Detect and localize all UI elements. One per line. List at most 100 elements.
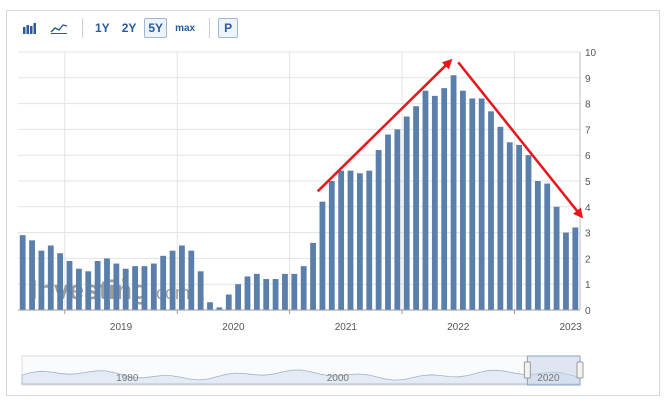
bar-2019-03[interactable]: [85, 271, 92, 310]
bar-2022-02[interactable]: [413, 106, 419, 311]
navigator-label: 2000: [327, 373, 350, 384]
bar-2022-06[interactable]: [450, 75, 457, 310]
y-tick-label: 2: [585, 254, 591, 265]
bar-2018-08[interactable]: [19, 235, 26, 310]
bar-2019-08[interactable]: [132, 266, 138, 310]
chart-toolbar: 1Y 2Y 5Y max P: [18, 17, 242, 39]
bar-2021-12[interactable]: [394, 129, 401, 310]
bar-2023-06[interactable]: [563, 232, 569, 310]
navigator-handle-left[interactable]: [523, 361, 531, 379]
y-tick-label: 0: [585, 306, 591, 317]
y-tick-label: 4: [585, 203, 591, 214]
navigator-label: 1980: [116, 373, 139, 384]
y-tick-label: 1: [585, 280, 591, 291]
bar-2020-02[interactable]: [188, 250, 195, 310]
bar-2019-05[interactable]: [104, 258, 110, 310]
bar-2021-06[interactable]: [338, 170, 345, 310]
toolbar-separator: [209, 18, 211, 38]
bar-2021-03[interactable]: [310, 242, 316, 310]
bar-2019-12[interactable]: [169, 250, 176, 310]
bar-2020-06[interactable]: [225, 294, 232, 310]
bar-2021-02[interactable]: [300, 266, 307, 310]
bar-2022-07[interactable]: [460, 90, 466, 310]
bar-2022-04[interactable]: [431, 95, 438, 310]
bar-2018-09[interactable]: [29, 240, 35, 310]
bar-2019-06[interactable]: [113, 263, 120, 310]
grid-lines: [18, 51, 580, 311]
bar-2021-04[interactable]: [319, 201, 326, 310]
bar-2022-03[interactable]: [422, 90, 429, 310]
x-tick-label: 2020: [222, 322, 245, 333]
annotation-arrow-1: [316, 58, 453, 193]
bar-2023-04[interactable]: [544, 183, 551, 310]
bar-2021-09[interactable]: [366, 170, 373, 310]
range-2y-button[interactable]: 2Y: [121, 21, 137, 35]
bar-2021-10[interactable]: [375, 150, 382, 310]
bar-2022-05[interactable]: [441, 88, 448, 311]
bar-2022-11[interactable]: [497, 126, 504, 310]
bar-2020-11[interactable]: [272, 279, 279, 310]
navigator-handle-right[interactable]: [576, 361, 584, 379]
bar-chart-icon[interactable]: [18, 18, 42, 38]
bar-2018-11[interactable]: [47, 245, 54, 311]
bar-2020-08[interactable]: [244, 276, 251, 310]
bar-2022-10[interactable]: [488, 111, 494, 310]
bar-2021-08[interactable]: [356, 173, 363, 310]
bar-2019-11[interactable]: [160, 255, 167, 310]
bars: [19, 75, 579, 311]
y-tick-label: 6: [585, 151, 591, 162]
navigator-sparkline: [21, 369, 581, 385]
bar-2018-10[interactable]: [38, 250, 45, 310]
y-tick-label: 9: [585, 74, 591, 85]
range-5y-button[interactable]: 5Y: [144, 18, 168, 38]
bar-2021-11[interactable]: [385, 134, 391, 310]
bar-2020-05[interactable]: [216, 307, 223, 310]
range-1y-button[interactable]: 1Y: [95, 21, 110, 35]
bar-2022-09[interactable]: [478, 98, 485, 310]
bar-2022-08[interactable]: [469, 98, 476, 310]
bar-2023-05[interactable]: [553, 206, 560, 310]
bar-2019-02[interactable]: [75, 268, 82, 310]
bar-2018-12[interactable]: [57, 253, 64, 310]
bar-2020-07[interactable]: [235, 284, 242, 310]
x-tick-label: 2019: [110, 322, 133, 333]
p-button[interactable]: P: [218, 18, 239, 38]
y-tick-label: 10: [585, 48, 597, 59]
y-tick-label: 8: [585, 100, 591, 111]
bar-2020-01[interactable]: [179, 245, 185, 311]
y-tick-label: 3: [585, 229, 591, 240]
bar-2023-02[interactable]: [525, 155, 532, 310]
bar-2021-07[interactable]: [347, 170, 354, 310]
bar-2019-10[interactable]: [150, 263, 157, 310]
bar-2023-03[interactable]: [534, 181, 541, 310]
range-max-button[interactable]: max: [175, 22, 196, 34]
y-tick-label: 5: [585, 177, 591, 188]
bar-2020-12[interactable]: [282, 273, 288, 310]
x-tick-label: 2022: [447, 322, 470, 333]
bar-2023-07[interactable]: [572, 227, 579, 310]
bar-2022-01[interactable]: [403, 116, 410, 311]
bar-2020-10[interactable]: [263, 279, 270, 310]
x-tick-label: 2021: [335, 322, 358, 333]
navigator-label: 2020: [537, 373, 560, 384]
annotation-arrows: [316, 58, 584, 219]
x-tick-label: 2023: [560, 322, 583, 333]
line-chart-icon[interactable]: [46, 18, 72, 38]
bar-2019-01[interactable]: [66, 260, 73, 310]
bar-2020-09[interactable]: [253, 273, 260, 310]
axes: 0 1 2 3 4 5 6 7 8 9 10 2019 2020 2021 2022 2023: [18, 48, 597, 333]
bar-2021-05[interactable]: [328, 181, 335, 310]
annotation-arrow-2: [457, 61, 584, 219]
bar-2022-12[interactable]: [506, 142, 513, 310]
bar-2019-04[interactable]: [94, 260, 101, 310]
y-tick-label: 7: [585, 125, 591, 136]
bar-2020-04[interactable]: [207, 302, 213, 310]
bar-2019-09[interactable]: [141, 266, 148, 310]
toolbar-separator: [82, 18, 83, 38]
bar-2020-03[interactable]: [197, 271, 204, 310]
navigator[interactable]: 1980 2000 2020: [21, 355, 584, 386]
bar-2019-07[interactable]: [122, 268, 129, 310]
bar-2023-01[interactable]: [516, 144, 523, 310]
bar-2021-01[interactable]: [291, 273, 298, 310]
